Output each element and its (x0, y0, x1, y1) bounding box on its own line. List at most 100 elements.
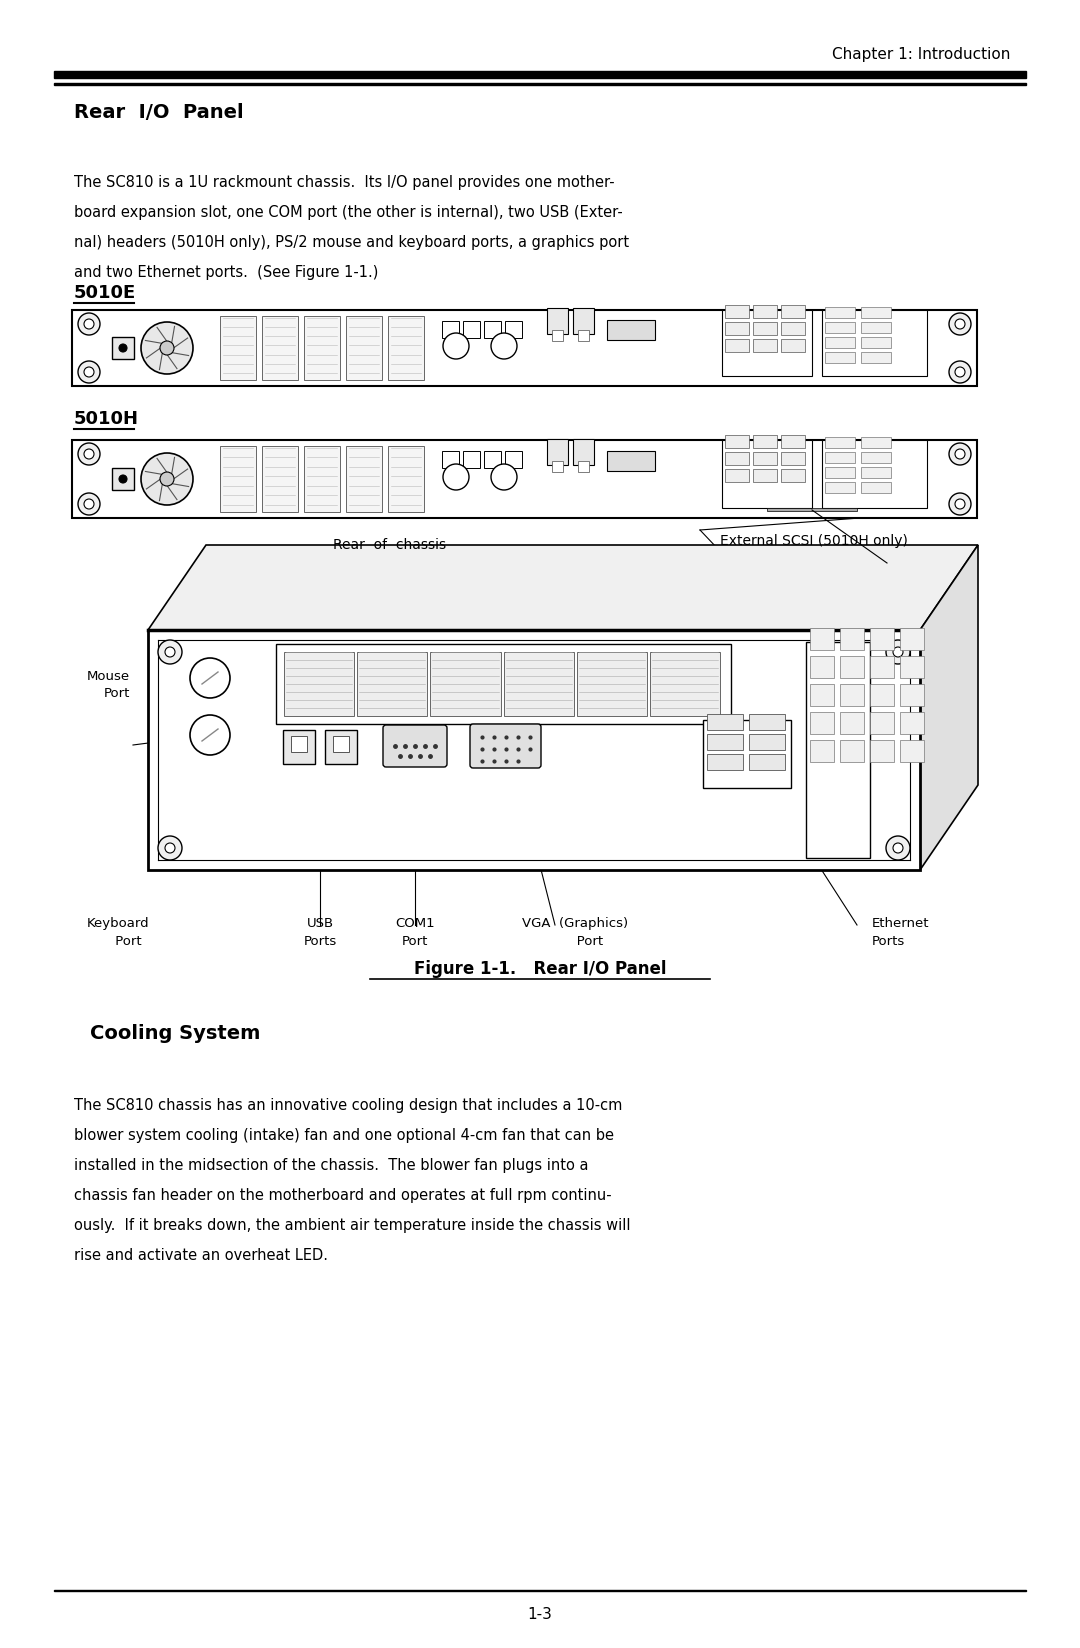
Circle shape (141, 453, 193, 504)
Text: COM1: COM1 (395, 916, 435, 929)
Bar (767, 508, 858, 511)
Bar (463, 452, 480, 468)
Bar (825, 437, 855, 448)
Text: USB: USB (307, 916, 334, 929)
Bar (484, 452, 501, 468)
Text: 5010E: 5010E (75, 283, 136, 302)
Bar (725, 470, 750, 481)
Bar (442, 452, 459, 468)
Bar (303, 316, 340, 381)
Bar (291, 737, 307, 751)
Bar (388, 447, 424, 513)
Text: 5010H: 5010H (75, 410, 139, 428)
Circle shape (165, 844, 175, 854)
Bar (333, 737, 349, 751)
Bar (72, 440, 977, 517)
Text: Figure 1-1.   Rear I/O Panel: Figure 1-1. Rear I/O Panel (414, 961, 666, 977)
Text: nal) headers (5010H only), PS/2 mouse and keyboard ports, a graphics port: nal) headers (5010H only), PS/2 mouse an… (75, 236, 630, 250)
Circle shape (84, 499, 94, 509)
Bar (806, 643, 870, 859)
Text: Ethernet: Ethernet (872, 916, 930, 929)
Circle shape (190, 715, 230, 755)
Circle shape (160, 471, 174, 486)
Circle shape (491, 465, 517, 489)
Bar (725, 435, 750, 448)
Bar (810, 740, 834, 761)
Circle shape (158, 836, 183, 860)
Bar (861, 353, 891, 363)
Circle shape (119, 475, 127, 483)
Circle shape (84, 368, 94, 377)
Bar (861, 307, 891, 318)
Circle shape (141, 321, 193, 374)
Bar (840, 740, 864, 761)
Bar (112, 468, 134, 489)
Bar (725, 452, 750, 465)
Text: Ports: Ports (303, 934, 337, 948)
Circle shape (886, 836, 910, 860)
Bar (810, 712, 834, 733)
Circle shape (84, 320, 94, 330)
Circle shape (119, 344, 127, 353)
Polygon shape (920, 545, 978, 870)
Circle shape (955, 368, 966, 377)
Circle shape (443, 333, 469, 359)
Bar (840, 712, 864, 733)
Bar (870, 628, 894, 649)
Bar (463, 321, 480, 338)
Text: External SCSI (5010H only): External SCSI (5010H only) (720, 534, 908, 549)
Bar (505, 452, 522, 468)
Circle shape (949, 313, 971, 335)
Bar (262, 316, 298, 381)
Bar (707, 755, 743, 770)
Circle shape (955, 448, 966, 460)
Bar (303, 447, 340, 513)
Circle shape (443, 465, 469, 489)
Bar (283, 730, 315, 765)
Bar (781, 470, 805, 481)
Bar (861, 452, 891, 463)
Bar (753, 435, 777, 448)
Bar (840, 656, 864, 677)
Text: The SC810 is a 1U rackmount chassis.  Its I/O panel provides one mother-: The SC810 is a 1U rackmount chassis. Its… (75, 175, 615, 190)
Bar (707, 714, 743, 730)
Bar (578, 330, 589, 341)
Polygon shape (148, 545, 978, 630)
Circle shape (491, 333, 517, 359)
Bar (573, 438, 594, 465)
Bar (607, 452, 654, 471)
Bar (825, 353, 855, 363)
Text: 1-3: 1-3 (527, 1607, 553, 1622)
Text: installed in the midsection of the chassis.  The blower fan plugs into a: installed in the midsection of the chass… (75, 1159, 589, 1173)
Bar (870, 656, 894, 677)
Text: Chapter 1: Introduction: Chapter 1: Introduction (832, 48, 1010, 63)
Bar (725, 305, 750, 318)
Bar (900, 712, 924, 733)
Text: blower system cooling (intake) fan and one optional 4-cm fan that can be: blower system cooling (intake) fan and o… (75, 1127, 615, 1144)
Circle shape (949, 361, 971, 382)
Text: Port: Port (94, 934, 141, 948)
Bar (750, 733, 785, 750)
Bar (870, 712, 894, 733)
Bar (825, 452, 855, 463)
Text: Cooling System: Cooling System (90, 1023, 260, 1043)
Bar (650, 653, 720, 715)
Text: and two Ethernet ports.  (See Figure 1-1.): and two Ethernet ports. (See Figure 1-1.… (75, 265, 378, 280)
Bar (870, 684, 894, 705)
Bar (72, 310, 977, 386)
Text: Rear  I/O  Panel: Rear I/O Panel (75, 104, 244, 122)
Bar (781, 339, 805, 353)
Bar (546, 308, 568, 335)
Bar (148, 630, 920, 870)
Bar (357, 653, 428, 715)
Bar (573, 308, 594, 335)
Circle shape (955, 499, 966, 509)
Text: Rear  of  chassis: Rear of chassis (334, 537, 446, 552)
Bar (810, 684, 834, 705)
Bar (900, 740, 924, 761)
Bar (861, 437, 891, 448)
Bar (900, 684, 924, 705)
Circle shape (84, 448, 94, 460)
Bar (781, 305, 805, 318)
Bar (753, 470, 777, 481)
